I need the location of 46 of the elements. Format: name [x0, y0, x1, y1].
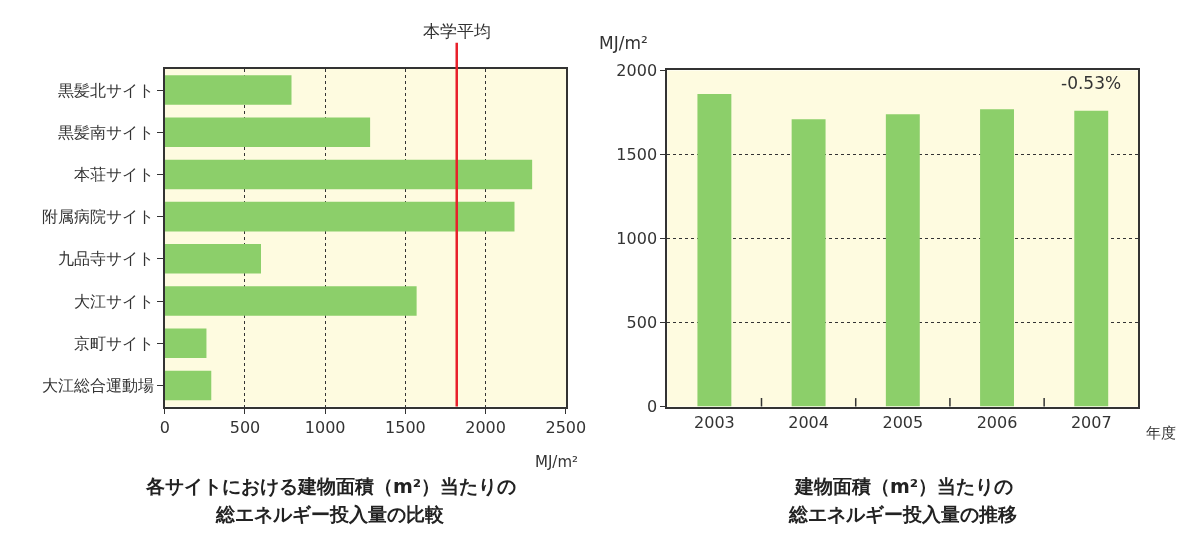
- x-tick-label: 500: [229, 417, 261, 437]
- bar: [164, 328, 207, 358]
- text: 各サイトにおける建物面積（m²）当たりの: [145, 475, 517, 497]
- y-tick-label: 2000: [616, 61, 658, 81]
- y-tick-label: 本荘サイト: [73, 165, 154, 185]
- bar: [164, 244, 261, 274]
- bar: [164, 201, 515, 232]
- bar: [980, 109, 1014, 407]
- x-axis-title: MJ/m²: [535, 453, 579, 471]
- x-tick-label: 2005: [882, 412, 924, 432]
- y-tick-label: 附属病院サイト: [41, 207, 154, 227]
- bar: [164, 75, 292, 105]
- x-tick-label: 2004: [788, 412, 829, 432]
- x-axis-title: 年度: [1146, 424, 1176, 442]
- bar: [164, 159, 533, 190]
- bar: [1074, 110, 1109, 407]
- text: 総エネルギー投入量の比較: [215, 503, 445, 525]
- x-tick-label: 1000: [304, 417, 346, 437]
- y-tick-label: 京町サイト: [73, 333, 154, 353]
- text: 総エネルギー投入量の推移: [788, 503, 1017, 525]
- y-tick-label: 黒髪北サイト: [57, 80, 154, 100]
- y-tick-label: 大江総合運動場: [41, 376, 154, 396]
- x-tick-label: 0: [159, 417, 170, 437]
- x-tick-label: 2007: [1070, 412, 1112, 432]
- bar: [697, 94, 732, 407]
- x-tick-label: 2003: [694, 412, 735, 432]
- y-axis-title: MJ/m²: [599, 33, 648, 53]
- y-tick-label: 九品寺サイト: [57, 249, 154, 269]
- bar: [164, 370, 212, 401]
- x-tick-label: 2006: [976, 412, 1018, 432]
- y-tick-label: 1500: [616, 145, 658, 165]
- y-tick-label: 1000: [616, 229, 658, 249]
- bar: [791, 119, 826, 407]
- x-tick-label: 2500: [545, 417, 587, 437]
- y-tick-label: 大江サイト: [73, 291, 154, 311]
- x-tick-label: 1500: [385, 417, 426, 437]
- y-tick-label: 0: [646, 397, 658, 417]
- bar: [164, 286, 417, 316]
- annotation: -0.53%: [1061, 73, 1122, 93]
- y-tick-label: 500: [626, 313, 658, 333]
- text: 建物面積（m²）当たりの: [793, 475, 1014, 497]
- bar: [164, 117, 371, 147]
- ref-line-label: 本学平均: [423, 21, 491, 41]
- y-tick-label: 黒髪南サイト: [57, 122, 154, 142]
- bar: [885, 114, 920, 407]
- x-tick-label: 2000: [465, 417, 506, 437]
